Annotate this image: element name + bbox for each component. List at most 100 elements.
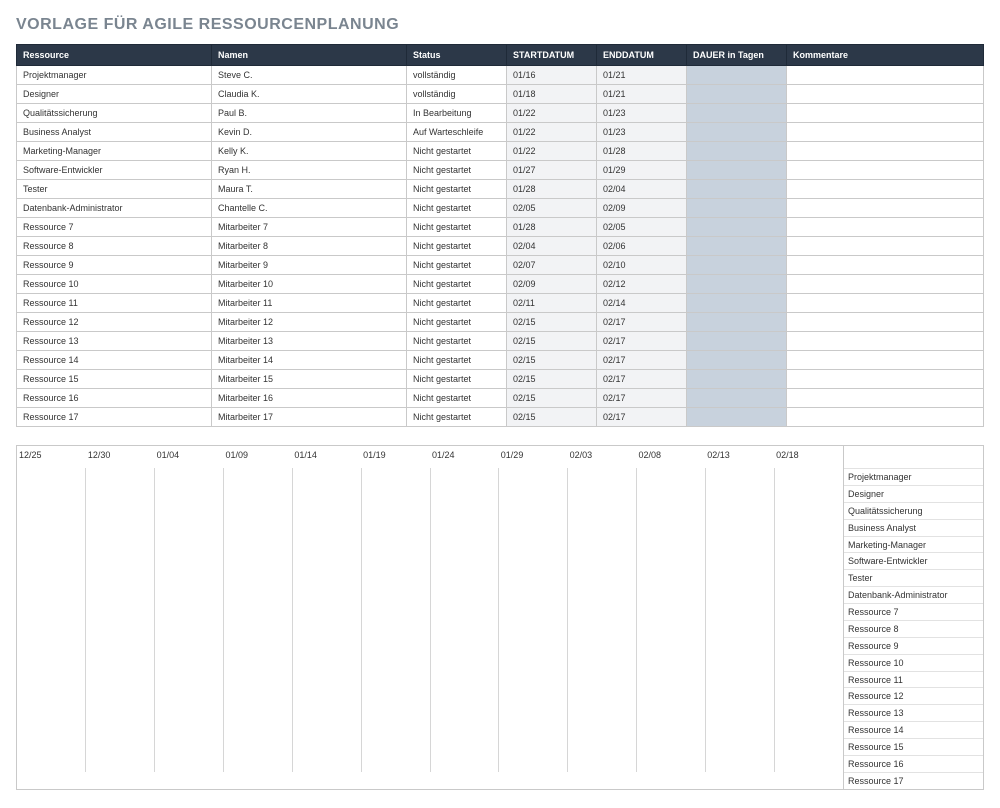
cell-comment <box>787 218 984 237</box>
cell-comment <box>787 85 984 104</box>
cell-end: 02/17 <box>597 408 687 427</box>
table-row: Software-EntwicklerRyan H.Nicht gestarte… <box>17 161 984 180</box>
table-row: Marketing-ManagerKelly K.Nicht gestartet… <box>17 142 984 161</box>
cell-name: Mitarbeiter 15 <box>212 370 407 389</box>
cell-name: Mitarbeiter 7 <box>212 218 407 237</box>
cell-comment <box>787 275 984 294</box>
gantt-tick: 02/03 <box>568 446 637 468</box>
gantt-gridline <box>292 468 361 772</box>
cell-status: Nicht gestartet <box>407 370 507 389</box>
cell-resource: Datenbank-Administrator <box>17 199 212 218</box>
table-row: QualitätssicherungPaul B.In Bearbeitung0… <box>17 104 984 123</box>
cell-comment <box>787 66 984 85</box>
cell-status: Nicht gestartet <box>407 256 507 275</box>
cell-start: 02/15 <box>507 313 597 332</box>
cell-start: 02/11 <box>507 294 597 313</box>
table-row: Ressource 8Mitarbeiter 8Nicht gestartet0… <box>17 237 984 256</box>
cell-start: 02/05 <box>507 199 597 218</box>
table-row: TesterMaura T.Nicht gestartet01/2802/04 <box>17 180 984 199</box>
table-row: DesignerClaudia K.vollständig01/1801/21 <box>17 85 984 104</box>
col-start: STARTDATUM <box>507 45 597 66</box>
cell-resource: Ressource 8 <box>17 237 212 256</box>
page-title: VORLAGE FÜR AGILE RESSOURCENPLANUNG <box>16 16 984 34</box>
cell-dauer <box>687 294 787 313</box>
col-comment: Kommentare <box>787 45 984 66</box>
cell-dauer <box>687 199 787 218</box>
cell-end: 02/05 <box>597 218 687 237</box>
cell-name: Mitarbeiter 8 <box>212 237 407 256</box>
cell-name: Mitarbeiter 12 <box>212 313 407 332</box>
cell-comment <box>787 161 984 180</box>
gantt-legend-item: Software-Entwickler <box>844 552 983 569</box>
gantt-legend-item: Designer <box>844 485 983 502</box>
gantt-gridline <box>430 468 499 772</box>
table-header-row: Ressource Namen Status STARTDATUM ENDDAT… <box>17 45 984 66</box>
cell-comment <box>787 123 984 142</box>
cell-name: Kelly K. <box>212 142 407 161</box>
cell-start: 02/07 <box>507 256 597 275</box>
gantt-gridline <box>85 468 154 772</box>
cell-start: 02/04 <box>507 237 597 256</box>
cell-name: Mitarbeiter 11 <box>212 294 407 313</box>
gantt-gridline <box>17 468 85 772</box>
cell-end: 02/09 <box>597 199 687 218</box>
col-name: Namen <box>212 45 407 66</box>
cell-start: 02/15 <box>507 408 597 427</box>
cell-status: Nicht gestartet <box>407 351 507 370</box>
gantt-tick: 02/13 <box>705 446 774 468</box>
cell-resource: Ressource 17 <box>17 408 212 427</box>
cell-comment <box>787 370 984 389</box>
cell-dauer <box>687 389 787 408</box>
cell-dauer <box>687 256 787 275</box>
gantt-legend-item: Ressource 9 <box>844 637 983 654</box>
resource-table: Ressource Namen Status STARTDATUM ENDDAT… <box>16 44 984 427</box>
cell-end: 01/23 <box>597 123 687 142</box>
gantt-legend-item: Ressource 17 <box>844 772 983 789</box>
gantt-header: 12/2512/3001/0401/0901/1401/1901/2401/29… <box>17 446 843 468</box>
cell-comment <box>787 256 984 275</box>
gantt-legend-item: Business Analyst <box>844 519 983 536</box>
cell-resource: Marketing-Manager <box>17 142 212 161</box>
cell-start: 01/22 <box>507 123 597 142</box>
cell-dauer <box>687 104 787 123</box>
cell-resource: Ressource 9 <box>17 256 212 275</box>
cell-name: Mitarbeiter 16 <box>212 389 407 408</box>
cell-start: 02/15 <box>507 332 597 351</box>
gantt-legend: ProjektmanagerDesignerQualitätssicherung… <box>843 446 983 789</box>
cell-dauer <box>687 123 787 142</box>
table-row: Ressource 16Mitarbeiter 16Nicht gestarte… <box>17 389 984 408</box>
table-row: Ressource 9Mitarbeiter 9Nicht gestartet0… <box>17 256 984 275</box>
gantt-legend-item: Qualitätssicherung <box>844 502 983 519</box>
cell-resource: Projektmanager <box>17 66 212 85</box>
cell-status: Nicht gestartet <box>407 237 507 256</box>
table-row: Business AnalystKevin D.Auf Warteschleif… <box>17 123 984 142</box>
cell-name: Kevin D. <box>212 123 407 142</box>
cell-end: 02/12 <box>597 275 687 294</box>
gantt-tick: 12/25 <box>17 446 86 468</box>
cell-dauer <box>687 370 787 389</box>
cell-status: Auf Warteschleife <box>407 123 507 142</box>
cell-comment <box>787 180 984 199</box>
gantt-chart: 12/2512/3001/0401/0901/1401/1901/2401/29… <box>17 446 843 789</box>
cell-comment <box>787 104 984 123</box>
cell-name: Mitarbeiter 13 <box>212 332 407 351</box>
cell-comment <box>787 351 984 370</box>
gantt-legend-item: Ressource 8 <box>844 620 983 637</box>
cell-dauer <box>687 275 787 294</box>
cell-status: Nicht gestartet <box>407 313 507 332</box>
cell-status: Nicht gestartet <box>407 408 507 427</box>
table-row: Ressource 14Mitarbeiter 14Nicht gestarte… <box>17 351 984 370</box>
cell-name: Claudia K. <box>212 85 407 104</box>
cell-dauer <box>687 313 787 332</box>
gantt-gridline <box>705 468 774 772</box>
gantt-gridline <box>636 468 705 772</box>
table-row: Ressource 17Mitarbeiter 17Nicht gestarte… <box>17 408 984 427</box>
cell-resource: Tester <box>17 180 212 199</box>
cell-status: vollständig <box>407 66 507 85</box>
table-row: ProjektmanagerSteve C.vollständig01/1601… <box>17 66 984 85</box>
cell-end: 02/17 <box>597 332 687 351</box>
cell-dauer <box>687 142 787 161</box>
gantt-legend-item: Ressource 15 <box>844 738 983 755</box>
cell-dauer <box>687 332 787 351</box>
cell-end: 02/04 <box>597 180 687 199</box>
